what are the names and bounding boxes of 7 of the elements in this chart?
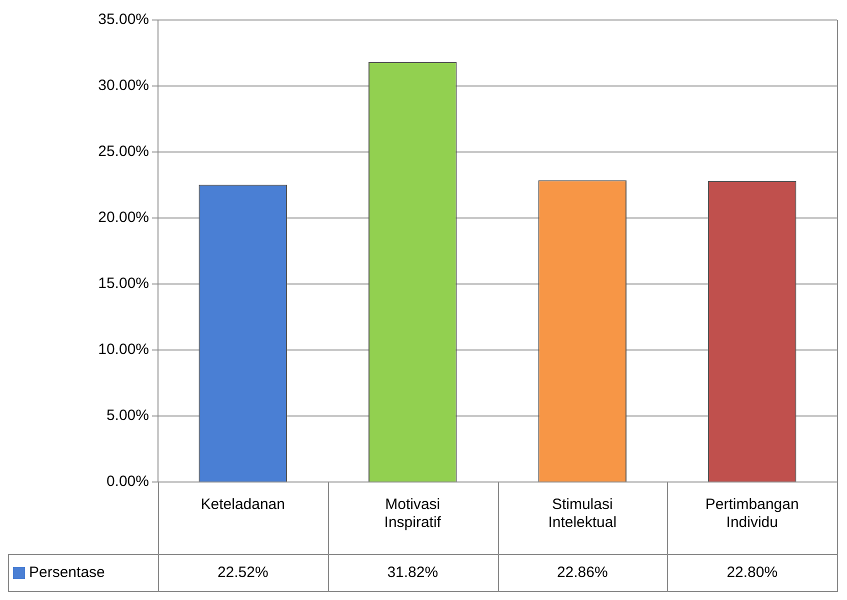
y-tick-label: 20.00%: [98, 209, 149, 226]
y-tick-label: 35.00%: [98, 11, 149, 28]
y-tick-label: 30.00%: [98, 77, 149, 94]
y-tick-label: 5.00%: [106, 407, 149, 424]
y-tick-label: 25.00%: [98, 143, 149, 160]
y-tick-label: 15.00%: [98, 275, 149, 292]
y-tick-label: 10.00%: [98, 341, 149, 358]
